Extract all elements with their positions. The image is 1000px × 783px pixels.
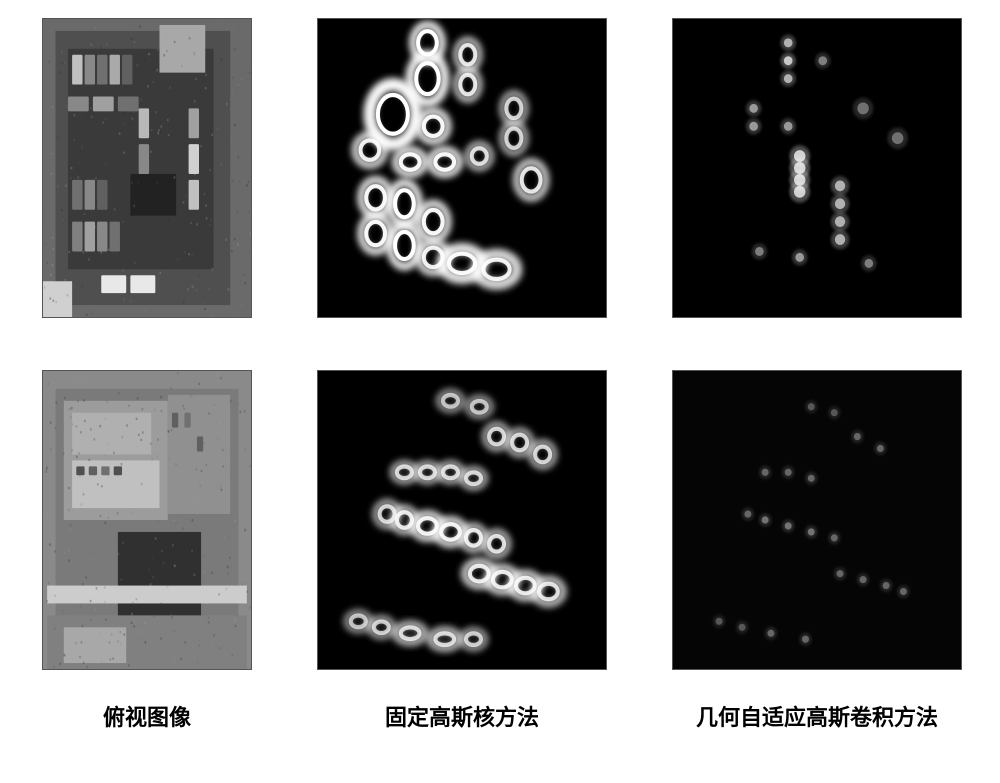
label-col1: 俯视图像 — [42, 700, 252, 732]
panel-r1c3-adaptive-kernel — [672, 18, 962, 318]
panel-r2c3-adaptive-kernel — [672, 370, 962, 670]
label-col3: 几何自适应高斯卷积方法 — [672, 700, 962, 732]
panel-r2c1-aerial — [42, 370, 252, 670]
panel-r2c2-fixed-kernel — [317, 370, 607, 670]
column-labels: 俯视图像 固定高斯核方法 几何自适应高斯卷积方法 — [42, 700, 958, 732]
label-col2: 固定高斯核方法 — [317, 700, 607, 732]
panel-r1c2-fixed-kernel — [317, 18, 607, 318]
panel-r1c1-aerial — [42, 18, 252, 318]
figure-grid — [42, 18, 958, 670]
